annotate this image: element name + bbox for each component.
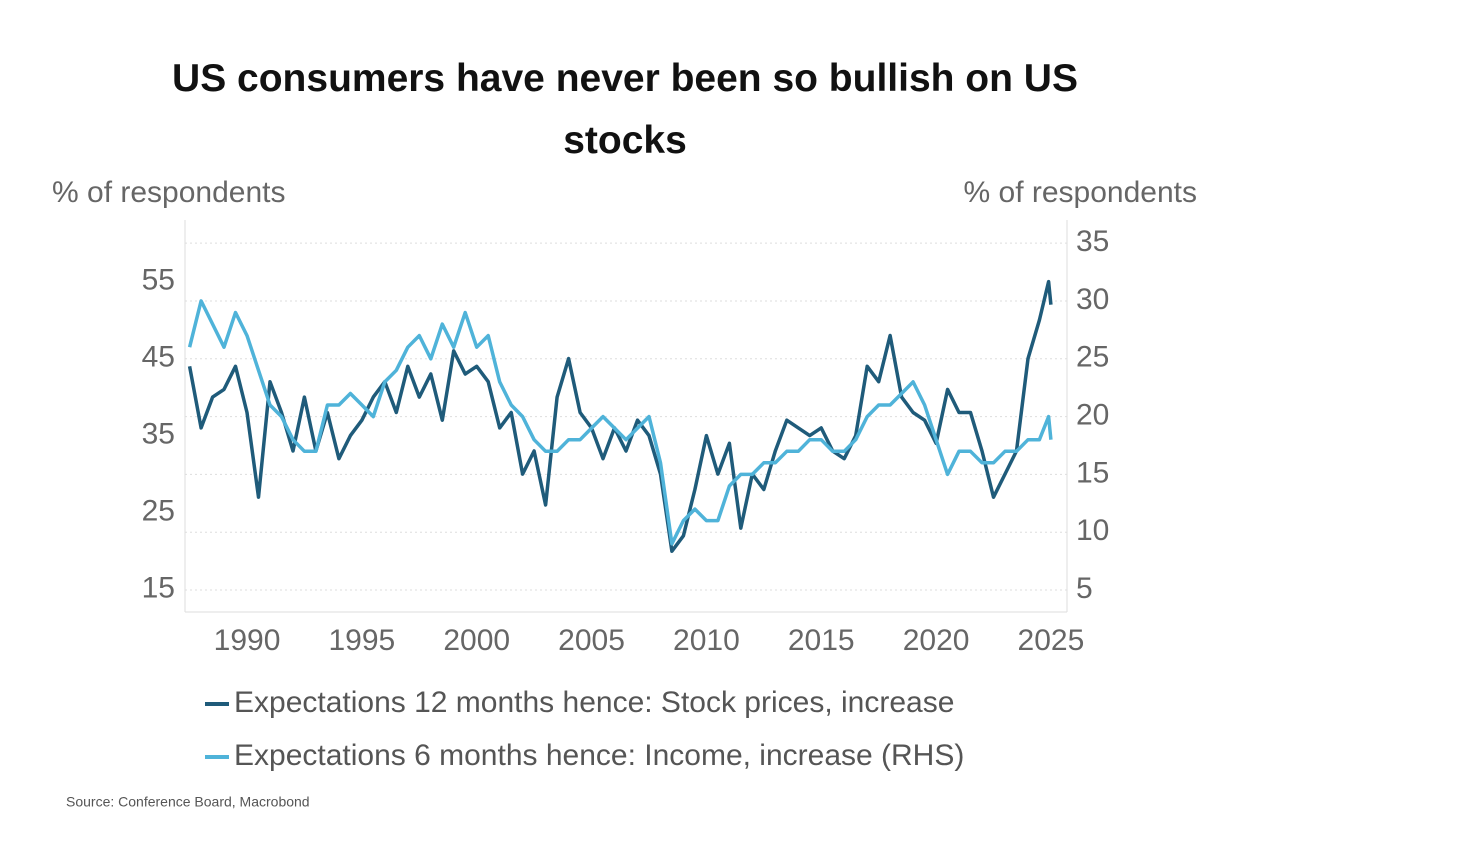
legend-label: Expectations 6 months hence: Income, inc… <box>234 739 964 772</box>
x-tick-label: 2000 <box>443 624 510 657</box>
y-axis-label: % of respondents <box>52 176 285 209</box>
y2-tick-label: 15 <box>1076 456 1109 489</box>
source: Source: Conference Board, Macrobond <box>66 794 310 810</box>
legend-label: Expectations 12 months hence: Stock pric… <box>234 686 954 719</box>
y-tick-label: 45 <box>142 341 175 374</box>
x-tick-label: 2020 <box>903 624 970 657</box>
x-tick-label: 2010 <box>673 624 740 657</box>
y2-tick-label: 35 <box>1076 225 1109 258</box>
y2-tick-label: 10 <box>1076 514 1109 547</box>
y2-axis-label: % of respondents <box>964 176 1197 209</box>
y2-tick-label: 25 <box>1076 341 1109 374</box>
y2-tick-label: 20 <box>1076 399 1109 432</box>
y-tick-label: 35 <box>142 418 175 451</box>
y-tick-label: 55 <box>142 264 175 297</box>
x-tick-label: 1995 <box>328 624 395 657</box>
y2-tick-label: 5 <box>1076 572 1093 605</box>
chart-title: US consumers have never been so bullish … <box>172 57 1078 162</box>
y-tick-label: 15 <box>142 572 175 605</box>
series-line <box>187 279 1053 553</box>
series-line <box>187 299 1053 546</box>
x-tick-label: 2015 <box>788 624 855 657</box>
y2-tick-label: 30 <box>1076 283 1109 316</box>
x-tick-label: 1990 <box>214 624 281 657</box>
x-tick-label: 2005 <box>558 624 625 657</box>
y-tick-label: 25 <box>142 495 175 528</box>
x-tick-label: 2025 <box>1018 624 1085 657</box>
